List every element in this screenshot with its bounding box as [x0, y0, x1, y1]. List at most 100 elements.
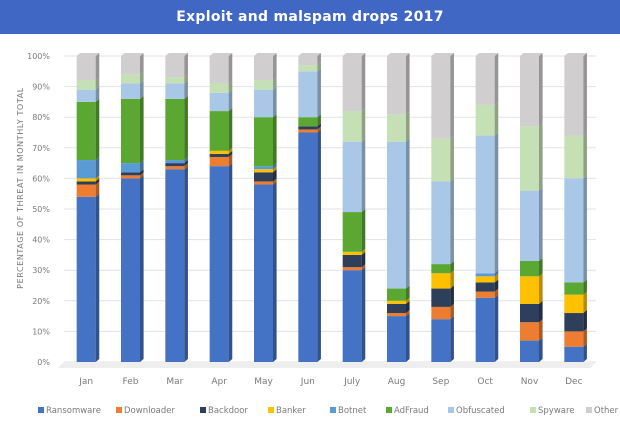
legend-item: Ransomware — [38, 406, 101, 416]
legend-swatch — [200, 407, 206, 413]
bar-segment — [431, 270, 454, 289]
bar-segment — [254, 181, 277, 362]
y-tick-label: 80% — [32, 113, 50, 122]
y-tick-label: 0% — [37, 358, 50, 367]
y-tick-label: 60% — [32, 174, 50, 183]
bar-segment — [209, 163, 233, 362]
bar-segment — [520, 53, 543, 127]
bar-segment — [564, 53, 587, 136]
bar-segment — [342, 248, 366, 255]
x-tick-label: Nov — [521, 377, 539, 387]
x-tick-label: Mar — [166, 377, 183, 387]
bar-segment — [387, 297, 410, 304]
bar-segment — [165, 95, 188, 161]
bar-top-cap — [254, 53, 277, 56]
bar-segment — [121, 53, 144, 75]
legend-item: AdFraud — [386, 406, 429, 416]
bar-segment — [121, 71, 144, 84]
bars — [76, 53, 587, 362]
legend-label: AdFraud — [394, 406, 429, 416]
bar-segment — [387, 313, 410, 362]
x-tick-label: May — [254, 377, 273, 387]
y-tick-label: 50% — [32, 205, 50, 214]
y-tick-label: 30% — [32, 266, 50, 275]
bar-segment — [564, 343, 587, 362]
y-tick-label: 90% — [32, 83, 50, 92]
bar-segment — [564, 175, 587, 283]
legend-item: Spyware — [530, 406, 575, 416]
bar-top-cap — [520, 53, 543, 56]
bar-segment — [431, 285, 454, 307]
legend-swatch — [116, 407, 122, 413]
bar-segment — [475, 53, 499, 105]
legend-swatch — [330, 407, 336, 413]
y-tick-label: 20% — [32, 297, 50, 306]
bar-segment — [209, 153, 233, 167]
bar-top-cap — [76, 53, 100, 56]
bar-segment — [165, 53, 188, 78]
legend-swatch — [386, 407, 392, 413]
y-tick-label: 10% — [32, 327, 50, 336]
bar-segment — [165, 160, 188, 167]
bar-segment — [431, 178, 454, 265]
y-tick-label: 70% — [32, 144, 50, 153]
bar-segment — [254, 86, 277, 118]
y-tick-label: 100% — [27, 52, 50, 61]
legend-label: Ransomware — [46, 406, 101, 416]
legend-swatch — [586, 407, 592, 413]
bar-segment — [76, 181, 100, 197]
bar-segment — [431, 316, 454, 362]
bar-top-cap — [165, 53, 188, 56]
bar-segment — [298, 126, 321, 133]
bar-segment — [520, 273, 543, 304]
bar-segment — [431, 53, 454, 139]
chart-title: Exploit and malspam drops 2017 — [176, 9, 444, 25]
bar-segment — [254, 166, 277, 173]
legend-label: Other — [594, 406, 619, 416]
x-tick-labels: Jan Feb Mar Apr May Jun July Aug Sep Oct Nov Dec — [78, 377, 582, 387]
bar-segment — [387, 300, 410, 314]
legend-swatch — [268, 407, 274, 413]
x-tick-label: July — [343, 377, 361, 387]
bar-segment — [475, 132, 499, 274]
bar-segment — [254, 178, 277, 185]
title-bar — [0, 0, 620, 34]
bar-top-cap — [121, 53, 144, 56]
bar-segment — [254, 77, 277, 90]
legend-item: Other — [586, 406, 619, 416]
chart-plot: 0% 10% 20% 30% 40% 50% 60% 70% 80% 90% 100% Jan Feb… — [16, 52, 619, 416]
bar-segment — [165, 74, 188, 84]
bar-segment — [475, 294, 499, 362]
legend-label: Backdoor — [208, 406, 248, 416]
bar-segment — [387, 138, 410, 289]
bar-segment — [121, 95, 144, 164]
bar-segment — [121, 80, 144, 99]
bar-segment — [121, 172, 144, 179]
legend-label: Downloader — [124, 406, 175, 416]
bar-segment — [121, 169, 144, 176]
legend-item: Botnet — [330, 406, 367, 416]
bar-top-cap — [564, 53, 587, 56]
legend-label: Botnet — [338, 406, 367, 416]
bar-segment — [431, 303, 454, 320]
bar-segment — [76, 175, 100, 182]
y-tick-label: 40% — [32, 236, 50, 245]
bar-segment — [76, 178, 100, 185]
x-tick-label: Dec — [565, 377, 582, 387]
legend-item: Obfuscated — [448, 406, 505, 416]
bar-segment — [209, 150, 233, 157]
x-tick-label: Apr — [211, 377, 227, 387]
x-tick-label: Oct — [477, 377, 493, 387]
bar-segment — [76, 157, 100, 179]
bar-segment — [76, 77, 100, 90]
bar-segment — [121, 175, 144, 362]
bar-segment — [475, 101, 499, 136]
bar-segment — [209, 89, 233, 112]
bar-segment — [475, 279, 499, 292]
bar-segment — [431, 261, 454, 274]
bar-segment — [520, 300, 543, 323]
legend-item: Downloader — [116, 406, 175, 416]
bar-top-cap — [431, 53, 454, 56]
legend-label: Spyware — [538, 406, 575, 416]
bar-segment — [520, 187, 543, 262]
